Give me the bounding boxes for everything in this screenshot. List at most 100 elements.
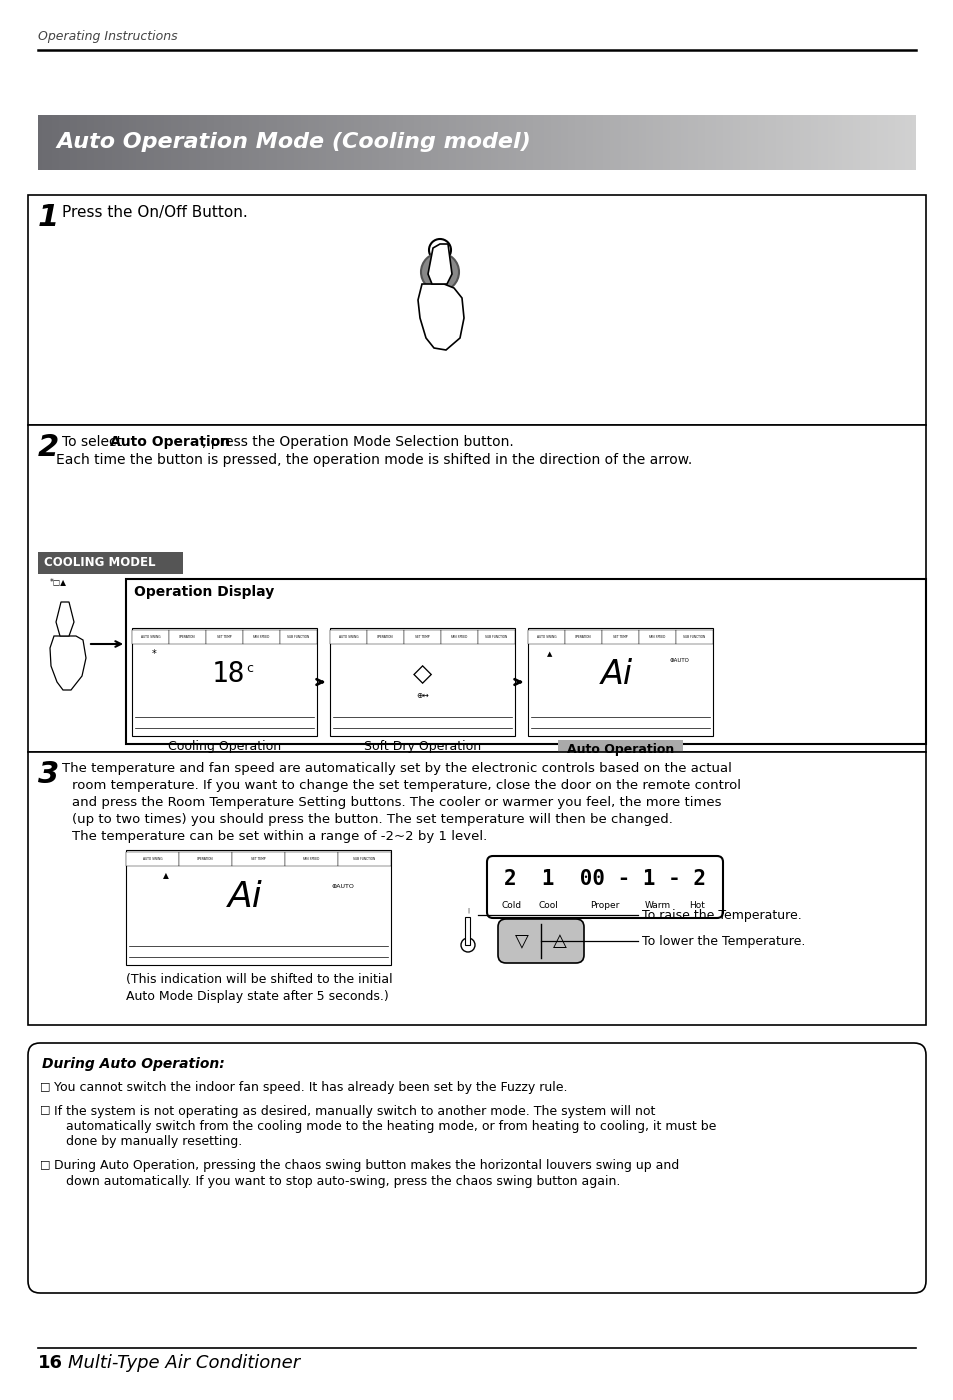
Bar	[364, 115, 368, 169]
Text: During Auto Operation, pressing the chaos swing button makes the horizontal louv: During Auto Operation, pressing the chao…	[54, 1159, 679, 1172]
Bar	[126, 580, 925, 743]
Bar	[543, 115, 547, 169]
Bar	[424, 115, 428, 169]
Text: Multi-Type Air Conditioner: Multi-Type Air Conditioner	[68, 1354, 300, 1372]
Bar	[771, 115, 775, 169]
Bar	[852, 115, 856, 169]
Bar	[483, 115, 488, 169]
Bar	[259, 115, 263, 169]
Bar	[800, 115, 803, 169]
Text: automatically switch from the cooling mode to the heating mode, or from heating : automatically switch from the cooling mo…	[66, 1120, 716, 1133]
Bar	[238, 115, 242, 169]
Text: To select: To select	[62, 435, 127, 449]
Bar	[276, 115, 280, 169]
Bar	[635, 115, 639, 169]
Bar	[610, 115, 614, 169]
Bar	[119, 115, 123, 169]
Bar	[841, 115, 845, 169]
Bar	[680, 115, 684, 169]
Bar	[526, 115, 530, 169]
Bar	[529, 115, 533, 169]
Bar	[676, 630, 712, 644]
Text: SUB FUNCTION: SUB FUNCTION	[485, 636, 507, 638]
Text: △: △	[553, 932, 566, 951]
Bar	[527, 629, 712, 736]
Bar	[245, 115, 249, 169]
Bar	[589, 115, 593, 169]
Bar	[694, 115, 698, 169]
Text: The temperature can be set within a range of -2~2 by 1 level.: The temperature can be set within a rang…	[71, 830, 487, 843]
Bar	[182, 115, 186, 169]
Bar	[382, 115, 386, 169]
Bar	[112, 115, 115, 169]
Circle shape	[429, 239, 451, 260]
Bar	[38, 115, 42, 169]
Bar	[91, 115, 94, 169]
Bar	[378, 115, 382, 169]
Bar	[185, 115, 190, 169]
Text: done by manually resetting.: done by manually resetting.	[66, 1135, 242, 1148]
Bar	[122, 115, 126, 169]
Bar	[130, 115, 133, 169]
Text: Auto Operation: Auto Operation	[110, 435, 230, 449]
Bar	[168, 115, 172, 169]
Text: room temperature. If you want to change the set temperature, close the door on t: room temperature. If you want to change …	[71, 778, 740, 792]
Bar	[736, 115, 740, 169]
Bar	[869, 115, 874, 169]
Bar	[280, 115, 284, 169]
Text: ⊕AUTO: ⊕AUTO	[669, 658, 689, 662]
Bar	[606, 115, 610, 169]
Text: COOLING MODEL: COOLING MODEL	[44, 556, 155, 570]
Bar	[911, 115, 916, 169]
Bar	[740, 115, 743, 169]
Bar	[813, 115, 818, 169]
Bar	[385, 115, 389, 169]
Bar	[596, 115, 599, 169]
Bar	[308, 115, 313, 169]
Bar	[554, 115, 558, 169]
Text: Soft Dry Operation: Soft Dry Operation	[363, 741, 480, 753]
Bar	[550, 115, 555, 169]
Bar	[49, 115, 52, 169]
Bar	[666, 115, 670, 169]
Bar	[501, 115, 505, 169]
Bar	[796, 115, 800, 169]
Bar	[518, 115, 522, 169]
Bar	[729, 115, 733, 169]
Bar	[691, 115, 695, 169]
Bar	[746, 115, 751, 169]
Text: |: |	[467, 907, 469, 913]
Bar	[132, 629, 316, 736]
Bar	[28, 426, 925, 752]
Bar	[52, 115, 56, 169]
Bar	[147, 115, 151, 169]
Bar	[315, 115, 319, 169]
Bar	[213, 115, 217, 169]
Bar	[161, 115, 165, 169]
Bar	[859, 115, 862, 169]
Bar	[758, 115, 761, 169]
Bar	[178, 115, 182, 169]
Text: The temperature and fan speed are automatically set by the electronic controls b: The temperature and fan speed are automa…	[62, 762, 731, 776]
Text: SET TEMP: SET TEMP	[217, 636, 232, 638]
Bar	[189, 115, 193, 169]
Bar	[55, 115, 59, 169]
Bar	[659, 115, 663, 169]
Bar	[722, 115, 726, 169]
Bar	[683, 115, 687, 169]
Text: Auto Mode Display state after 5 seconds.): Auto Mode Display state after 5 seconds.…	[126, 990, 388, 1002]
Text: 1: 1	[38, 203, 59, 232]
Bar	[87, 115, 91, 169]
Bar	[76, 115, 81, 169]
Bar	[614, 115, 618, 169]
Text: SUB FUNCTION: SUB FUNCTION	[287, 636, 310, 638]
Text: *□▲: *□▲	[50, 577, 67, 587]
Text: Warm: Warm	[644, 902, 670, 910]
Bar	[157, 115, 161, 169]
Bar	[347, 115, 351, 169]
Text: OPERATION: OPERATION	[575, 636, 591, 638]
Bar	[704, 115, 708, 169]
Bar	[231, 115, 235, 169]
Bar	[802, 115, 807, 169]
Bar	[297, 115, 301, 169]
